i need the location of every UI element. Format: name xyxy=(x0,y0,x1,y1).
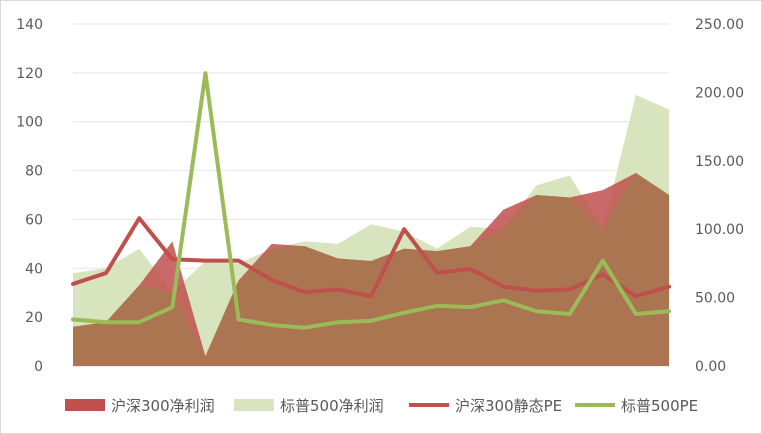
left-tick-label: 100 xyxy=(16,115,43,131)
legend-label: 沪深300静态PE xyxy=(455,397,562,415)
right-tick-label: 100.00 xyxy=(695,222,744,238)
right-tick-label: 200.00 xyxy=(695,85,744,101)
right-tick-label: 0.00 xyxy=(695,359,726,375)
legend-swatch xyxy=(65,399,105,411)
legend-label: 标普500净利润 xyxy=(280,397,384,415)
left-tick-label: 20 xyxy=(25,310,43,326)
right-axis-ticks: 0.00 50.00 100.00 150.00 200.00 250.00 xyxy=(695,17,744,375)
left-axis-ticks: 0 20 40 60 80 100 120 140 xyxy=(16,17,43,375)
left-tick-label: 120 xyxy=(16,66,43,82)
right-tick-label: 50.00 xyxy=(695,291,735,307)
left-tick-label: 40 xyxy=(25,261,43,277)
sp500-pe-line xyxy=(71,71,671,330)
line-series xyxy=(71,71,671,330)
profit-overlap-area xyxy=(73,173,669,366)
legend-swatch xyxy=(234,399,274,411)
left-tick-label: 60 xyxy=(25,212,43,228)
area-series xyxy=(73,94,669,366)
right-tick-label: 250.00 xyxy=(695,17,744,33)
hs300-pe-line xyxy=(71,216,671,299)
left-tick-label: 80 xyxy=(25,164,43,180)
legend-label: 标普500PE xyxy=(621,397,698,415)
left-tick-label: 0 xyxy=(34,359,43,375)
legend: 沪深300净利润 标普500净利润 沪深300静态PE 标普500PE xyxy=(65,397,698,415)
legend-label: 沪深300净利润 xyxy=(111,397,215,415)
left-tick-label: 140 xyxy=(16,17,43,33)
right-tick-label: 150.00 xyxy=(695,154,744,170)
